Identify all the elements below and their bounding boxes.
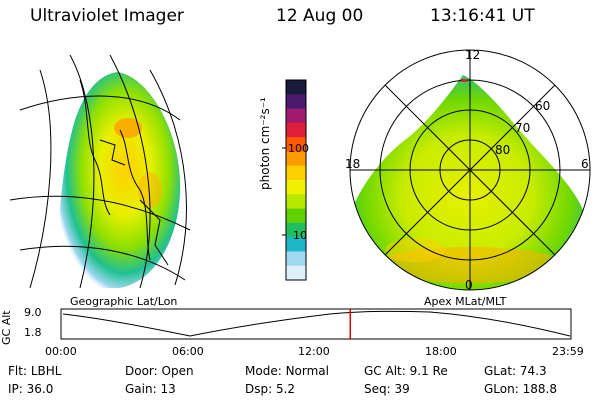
apex-caption: Apex MLat/MLT <box>424 295 507 308</box>
timeline-xtick-0600: 06:00 <box>172 345 204 358</box>
colorbar-tick-10: 10 <box>293 229 307 242</box>
status-dsp: Dsp: 5.2 <box>245 382 296 396</box>
geo-lon-line <box>109 54 151 289</box>
timeline-ytick-max: 9.0 <box>24 306 42 319</box>
colorbar-segment <box>286 165 306 181</box>
altitude-curve <box>62 310 571 337</box>
polar-red-marker <box>461 79 467 82</box>
timeline-ylabel: GC Alt <box>0 310 13 345</box>
polar-label-12: 12 <box>465 48 480 62</box>
polar-ring-label-70: 70 <box>515 121 530 135</box>
colorbar-segment <box>286 137 306 152</box>
timeline-xtick-1800: 18:00 <box>425 345 457 358</box>
date-readout: 12 Aug 00 <box>276 6 364 26</box>
geo-lon-line <box>149 69 187 286</box>
colorbar-segment <box>286 194 306 210</box>
status-flt: Flt: LBHL <box>8 364 62 378</box>
colorbar-segment <box>286 151 306 167</box>
geographic-image-panel <box>9 54 191 289</box>
status-gc-alt: GC Alt: 9.1 Re <box>364 364 448 378</box>
polar-bright-spot <box>385 238 445 262</box>
status-door: Door: Open <box>125 364 194 378</box>
colorbar-segment <box>286 237 306 252</box>
polar-ring-label-80: 80 <box>495 143 510 157</box>
colorbar-segment <box>286 265 306 281</box>
app-title: Ultraviolet Imager <box>30 6 184 26</box>
geo-lat-line <box>19 245 186 281</box>
polar-ring-label-60: 60 <box>535 99 550 113</box>
geo-lon-line <box>69 54 95 289</box>
geo-bright-spot <box>114 118 142 138</box>
geo-lon-line <box>29 69 52 289</box>
geo-lat-line <box>9 195 191 231</box>
status-ip: IP: 36.0 <box>8 382 54 396</box>
colorbar-strip <box>286 80 306 281</box>
colorbar-segment <box>286 222 306 238</box>
colorbar-segment <box>286 108 306 124</box>
colorbar-label: photon cm⁻²s⁻¹ <box>258 97 272 190</box>
geographic-caption: Geographic Lat/Lon <box>70 295 178 308</box>
polar-grid <box>349 49 591 291</box>
timeline-xtick-0000: 00:00 <box>45 345 77 358</box>
colorbar-segment <box>286 122 306 138</box>
polar-label-6: 6 <box>581 157 589 171</box>
status-mode: Mode: Normal <box>245 364 329 378</box>
status-glat: GLat: 74.3 <box>484 364 547 378</box>
polar-apex-panel: 12 0 18 6 60 70 80 <box>345 48 591 292</box>
geo-coastlines <box>79 79 169 266</box>
colorbar-segment <box>286 94 306 110</box>
time-readout: 13:16:41 UT <box>430 6 535 26</box>
timeline-xtick-1200: 12:00 <box>298 345 330 358</box>
colorbar-tick-100: 100 <box>288 142 309 155</box>
timeline-ytick-min: 1.8 <box>24 326 42 339</box>
polar-label-0: 0 <box>465 278 473 292</box>
status-gain: Gain: 13 <box>125 382 176 396</box>
colorbar-segment <box>286 208 306 224</box>
geo-bright-spot-2 <box>138 172 162 208</box>
colorbar <box>282 79 307 281</box>
colorbar-segment <box>286 180 306 195</box>
status-seq: Seq: 39 <box>364 382 410 396</box>
polar-label-18: 18 <box>345 157 360 171</box>
colorbar-segment <box>286 80 306 95</box>
colorbar-segment <box>286 251 306 267</box>
status-glon: GLon: 188.8 <box>484 382 557 396</box>
timeline-xtick-2359: 23:59 <box>552 345 584 358</box>
altitude-timeline[interactable] <box>60 308 572 340</box>
geo-lat-line <box>19 95 181 121</box>
